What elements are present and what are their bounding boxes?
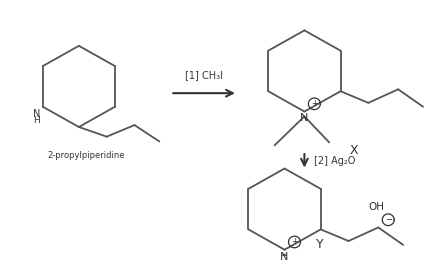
Text: H: H	[34, 116, 40, 125]
Text: −: −	[385, 215, 392, 224]
Text: N: N	[300, 114, 309, 124]
Text: +: +	[311, 99, 318, 108]
Text: 2-propylpiperidine: 2-propylpiperidine	[47, 151, 125, 160]
Text: Y: Y	[316, 238, 323, 251]
Text: [1] CH₃I: [1] CH₃I	[185, 70, 223, 80]
Text: X: X	[350, 144, 359, 157]
Text: [2] Ag₂O: [2] Ag₂O	[314, 156, 356, 166]
Text: +: +	[291, 238, 298, 247]
Text: N: N	[33, 109, 40, 119]
Text: OH: OH	[369, 202, 384, 212]
Text: N: N	[280, 252, 289, 262]
